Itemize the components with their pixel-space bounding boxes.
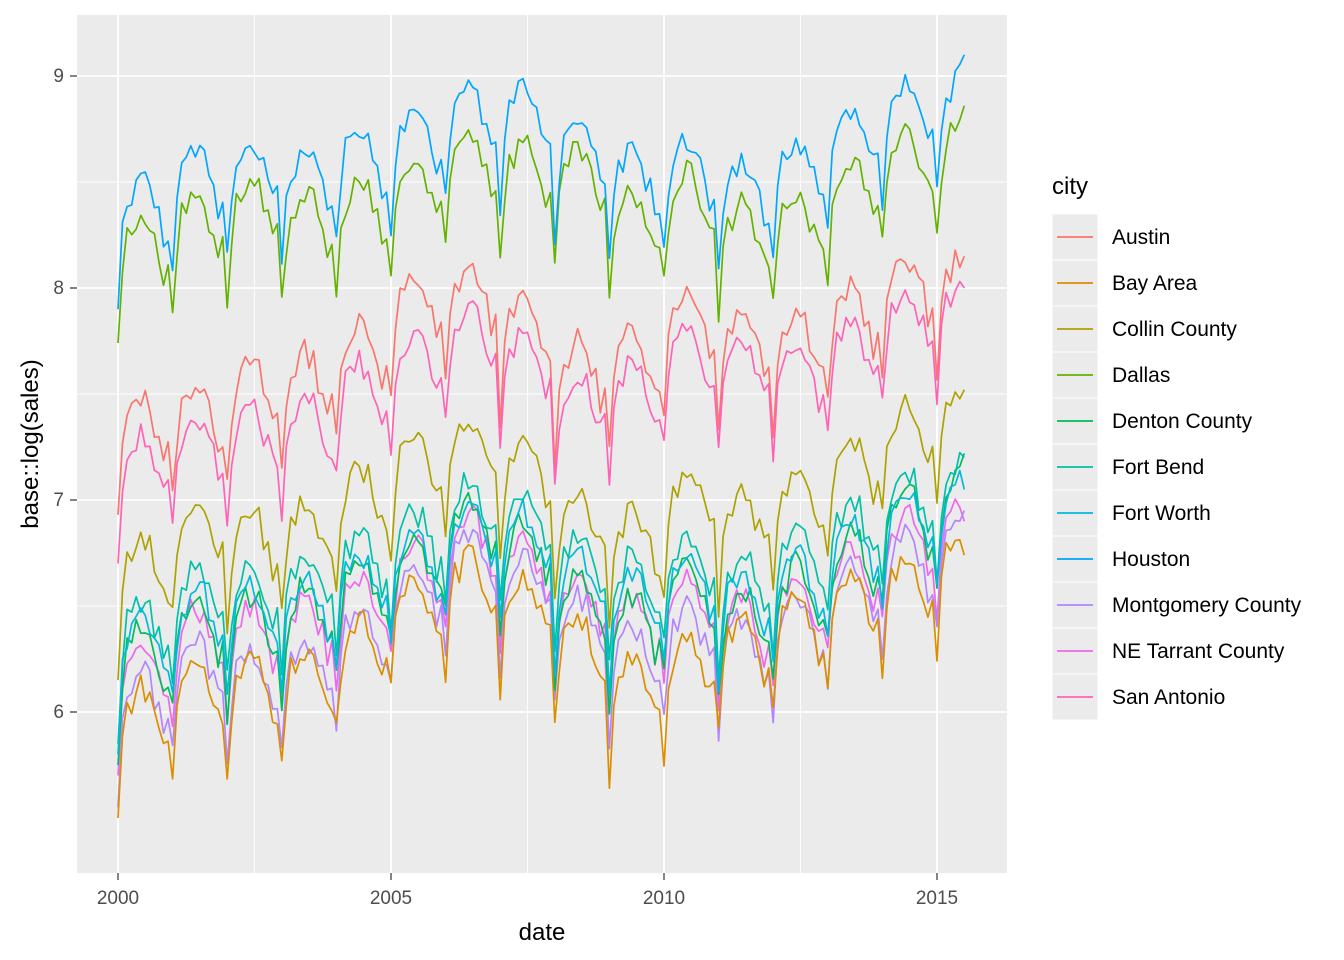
series-line-ne-tarrant-county: [117, 498, 966, 776]
legend-label: Collin County: [1112, 318, 1237, 341]
legend-label: Fort Worth: [1112, 502, 1211, 525]
y-tick-label: 9: [53, 66, 64, 87]
x-axis-title: date: [519, 919, 566, 946]
legend-label: NE Tarrant County: [1112, 640, 1285, 663]
y-axis-title: base::log(sales): [17, 359, 44, 528]
legend-label: Denton County: [1112, 410, 1253, 433]
series-line-dallas: [117, 105, 966, 344]
x-axis: 2000 2005 2010 2015: [97, 873, 958, 909]
series-line-fort-worth: [117, 469, 966, 755]
y-axis: 6 7 8 9: [53, 66, 77, 723]
series-line-austin: [117, 249, 966, 515]
legend: city Austin Bay Area Collin County Dallas De…: [1051, 173, 1302, 721]
y-tick-label: 7: [53, 490, 64, 511]
legend-title: city: [1052, 173, 1088, 200]
legend-label: Fort Bend: [1112, 456, 1204, 479]
series-line-san-antonio: [117, 280, 965, 564]
x-tick-label: 2005: [370, 888, 412, 909]
legend-label: San Antonio: [1112, 686, 1225, 709]
legend-label: Houston: [1112, 548, 1190, 571]
series-line-collin-county: [117, 389, 966, 681]
series-line-montgomery-county: [117, 510, 966, 808]
legend-label: Austin: [1112, 226, 1170, 249]
y-tick-label: 8: [53, 278, 64, 299]
x-tick-label: 2015: [916, 888, 958, 909]
y-tick-label: 6: [53, 702, 64, 723]
series-line-denton-county: [117, 453, 966, 766]
x-tick-label: 2010: [643, 888, 685, 909]
minor-gridlines: [77, 15, 1007, 873]
series-lines: [117, 54, 966, 819]
legend-label: Dallas: [1112, 364, 1170, 387]
series-line-bay-area: [117, 539, 966, 819]
series-line-fort-bend: [117, 451, 965, 744]
legend-label: Montgomery County: [1112, 594, 1302, 617]
legend-label: Bay Area: [1112, 272, 1198, 295]
series-line-houston: [117, 54, 966, 310]
x-tick-label: 2000: [97, 888, 139, 909]
